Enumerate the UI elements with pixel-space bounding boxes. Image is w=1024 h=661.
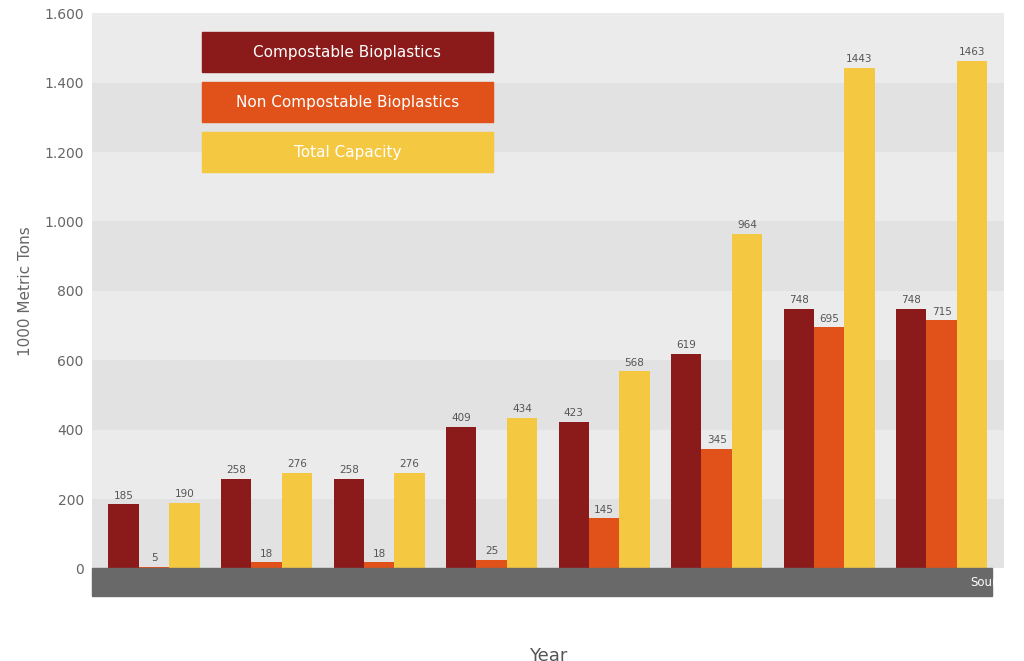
Bar <box>92 499 1004 568</box>
Bar <box>589 518 620 568</box>
Text: 715: 715 <box>932 307 951 317</box>
FancyBboxPatch shape <box>202 32 494 72</box>
Text: 964: 964 <box>737 221 757 231</box>
Bar <box>845 67 874 568</box>
Y-axis label: 1000 Metric Tons: 1000 Metric Tons <box>18 226 33 356</box>
Bar <box>364 563 394 568</box>
Text: 276: 276 <box>287 459 307 469</box>
Bar <box>334 479 364 568</box>
Text: 145: 145 <box>594 504 614 515</box>
Bar <box>701 449 732 568</box>
Text: 25: 25 <box>485 546 499 557</box>
X-axis label: Year: Year <box>528 647 567 661</box>
Bar <box>251 563 282 568</box>
Text: 18: 18 <box>373 549 386 559</box>
Bar <box>139 566 169 568</box>
Text: 258: 258 <box>226 465 246 475</box>
Bar <box>221 479 251 568</box>
Text: 695: 695 <box>819 314 839 324</box>
Bar <box>620 371 649 568</box>
Text: Non Compostable Bioplastics: Non Compostable Bioplastics <box>236 95 459 110</box>
Bar <box>896 309 927 568</box>
Bar <box>92 430 1004 499</box>
Bar <box>507 418 538 568</box>
Bar <box>558 422 589 568</box>
Text: Total Capacity: Total Capacity <box>294 145 401 159</box>
Text: 1443: 1443 <box>846 54 872 64</box>
Bar <box>92 152 1004 221</box>
FancyBboxPatch shape <box>202 132 494 172</box>
Bar <box>282 473 312 568</box>
Bar <box>956 61 987 568</box>
Text: 190: 190 <box>174 489 195 499</box>
Bar <box>476 560 507 568</box>
Bar <box>92 13 1004 83</box>
Text: 409: 409 <box>452 413 471 423</box>
Text: 1463: 1463 <box>958 48 985 58</box>
Text: 619: 619 <box>676 340 696 350</box>
Text: 345: 345 <box>707 435 727 446</box>
Bar <box>732 234 762 568</box>
Bar <box>92 83 1004 152</box>
Text: 258: 258 <box>339 465 358 475</box>
Text: 185: 185 <box>114 490 133 501</box>
Bar <box>394 473 425 568</box>
Bar <box>92 221 1004 291</box>
Bar <box>783 309 814 568</box>
Bar <box>92 291 1004 360</box>
Bar <box>92 568 992 596</box>
Text: Source: Source <box>970 576 1010 589</box>
Text: 748: 748 <box>901 295 922 305</box>
FancyBboxPatch shape <box>202 82 494 122</box>
Text: 568: 568 <box>625 358 644 368</box>
Text: 423: 423 <box>564 408 584 418</box>
Bar <box>169 502 200 568</box>
Text: 748: 748 <box>788 295 809 305</box>
Text: Compostable Bioplastics: Compostable Bioplastics <box>253 44 441 59</box>
Bar <box>671 354 701 568</box>
Bar <box>92 360 1004 430</box>
Bar <box>109 504 139 568</box>
Bar <box>927 321 956 568</box>
Bar <box>814 327 845 568</box>
Text: 18: 18 <box>260 549 273 559</box>
Text: 276: 276 <box>399 459 420 469</box>
Text: 5: 5 <box>151 553 158 563</box>
Bar <box>446 426 476 568</box>
Text: 434: 434 <box>512 405 531 414</box>
